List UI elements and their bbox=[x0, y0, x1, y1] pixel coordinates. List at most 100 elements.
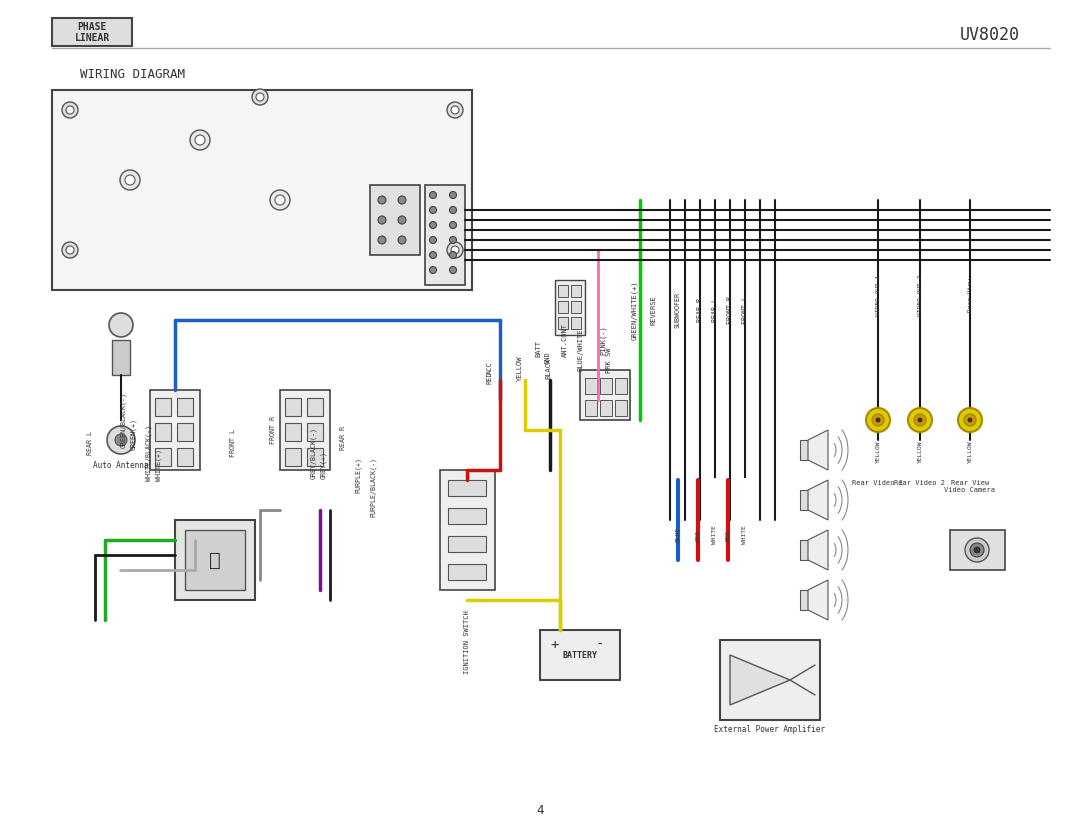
Text: FRONT L: FRONT L bbox=[230, 429, 237, 457]
Polygon shape bbox=[808, 580, 828, 620]
Circle shape bbox=[399, 216, 406, 224]
Circle shape bbox=[378, 236, 386, 244]
Circle shape bbox=[270, 190, 291, 210]
Text: GREY/BLACK(-): GREY/BLACK(-) bbox=[310, 427, 316, 479]
Bar bbox=[285, 423, 301, 441]
Text: YELLOW: YELLOW bbox=[876, 440, 880, 463]
Circle shape bbox=[449, 207, 457, 214]
Bar bbox=[156, 398, 171, 416]
Text: BATTERY: BATTERY bbox=[563, 651, 597, 660]
Text: VIDEO OUT 2: VIDEO OUT 2 bbox=[918, 274, 922, 315]
Circle shape bbox=[107, 426, 135, 454]
Text: UV8020: UV8020 bbox=[960, 26, 1020, 44]
Bar bbox=[52, 90, 472, 290]
Bar bbox=[285, 448, 301, 466]
Bar bbox=[615, 400, 627, 416]
Circle shape bbox=[430, 252, 436, 259]
Text: REAR R: REAR R bbox=[697, 298, 703, 322]
Polygon shape bbox=[808, 430, 828, 470]
Text: BLACK: BLACK bbox=[545, 358, 551, 379]
Circle shape bbox=[125, 175, 135, 185]
Bar bbox=[800, 590, 808, 610]
Text: WHITE(+): WHITE(+) bbox=[156, 449, 162, 481]
Bar bbox=[580, 370, 630, 420]
Text: WHITE: WHITE bbox=[743, 525, 747, 545]
Circle shape bbox=[430, 192, 436, 198]
Bar bbox=[600, 378, 612, 394]
Circle shape bbox=[918, 418, 922, 422]
Circle shape bbox=[449, 192, 457, 198]
Polygon shape bbox=[808, 530, 828, 570]
Text: Rear Video 1: Rear Video 1 bbox=[852, 480, 904, 486]
Circle shape bbox=[872, 414, 885, 426]
Circle shape bbox=[256, 93, 264, 101]
Text: PRK SW: PRK SW bbox=[606, 347, 612, 373]
Bar bbox=[112, 340, 130, 375]
Text: External Power Amplifier: External Power Amplifier bbox=[715, 726, 825, 735]
Circle shape bbox=[114, 434, 127, 446]
Text: WHITE: WHITE bbox=[713, 525, 717, 545]
Text: PHASE: PHASE bbox=[78, 22, 107, 32]
Bar bbox=[307, 423, 323, 441]
Bar bbox=[150, 390, 200, 470]
Bar bbox=[800, 490, 808, 510]
Text: FRONT R: FRONT R bbox=[727, 296, 733, 324]
Text: LINEAR: LINEAR bbox=[75, 33, 110, 43]
Circle shape bbox=[876, 418, 880, 422]
Text: RED: RED bbox=[726, 530, 730, 540]
Text: RED: RED bbox=[487, 372, 492, 384]
Circle shape bbox=[964, 414, 976, 426]
Text: BLUE/WHITE: BLUE/WHITE bbox=[577, 329, 583, 371]
Text: REAR L: REAR L bbox=[712, 298, 718, 322]
Bar bbox=[571, 285, 581, 297]
Text: SUBWOOFER: SUBWOOFER bbox=[675, 292, 681, 328]
Text: -: - bbox=[596, 638, 604, 652]
Circle shape bbox=[120, 170, 140, 190]
Circle shape bbox=[449, 252, 457, 259]
Circle shape bbox=[449, 222, 457, 229]
Text: YELLOW: YELLOW bbox=[918, 440, 922, 463]
Circle shape bbox=[430, 267, 436, 274]
Text: Rear View
Video Camera: Rear View Video Camera bbox=[945, 480, 996, 493]
Circle shape bbox=[62, 242, 78, 258]
Circle shape bbox=[430, 222, 436, 229]
Bar bbox=[370, 185, 420, 255]
Bar bbox=[585, 400, 597, 416]
Bar bbox=[585, 378, 597, 394]
Circle shape bbox=[252, 89, 268, 105]
Circle shape bbox=[449, 267, 457, 274]
Bar bbox=[280, 390, 330, 470]
Bar bbox=[426, 185, 465, 285]
Text: Rear View: Rear View bbox=[968, 278, 972, 312]
Bar bbox=[720, 640, 820, 720]
Circle shape bbox=[378, 196, 386, 204]
Bar bbox=[448, 480, 486, 496]
Bar bbox=[285, 398, 301, 416]
Circle shape bbox=[195, 135, 205, 145]
Circle shape bbox=[447, 242, 463, 258]
Bar bbox=[177, 423, 193, 441]
Bar bbox=[177, 398, 193, 416]
Bar bbox=[615, 378, 627, 394]
Text: BATT: BATT bbox=[535, 339, 541, 356]
Circle shape bbox=[399, 196, 406, 204]
Bar bbox=[307, 448, 323, 466]
Circle shape bbox=[914, 414, 926, 426]
Bar bbox=[571, 301, 581, 313]
Text: YELLOW: YELLOW bbox=[517, 355, 523, 381]
Text: 4: 4 bbox=[537, 803, 543, 816]
Circle shape bbox=[66, 246, 75, 254]
Text: ACC: ACC bbox=[487, 362, 492, 374]
Circle shape bbox=[275, 195, 285, 205]
Bar bbox=[185, 530, 245, 590]
Bar bbox=[448, 508, 486, 524]
Text: GND: GND bbox=[545, 352, 551, 364]
Text: WIRING DIAGRAM: WIRING DIAGRAM bbox=[80, 68, 185, 81]
Text: GREY(+): GREY(+) bbox=[320, 451, 326, 479]
Bar bbox=[800, 440, 808, 460]
Circle shape bbox=[109, 313, 133, 337]
Bar bbox=[540, 630, 620, 680]
Text: PURPLE(+): PURPLE(+) bbox=[355, 457, 362, 493]
Bar bbox=[800, 540, 808, 560]
Bar bbox=[950, 530, 1005, 570]
